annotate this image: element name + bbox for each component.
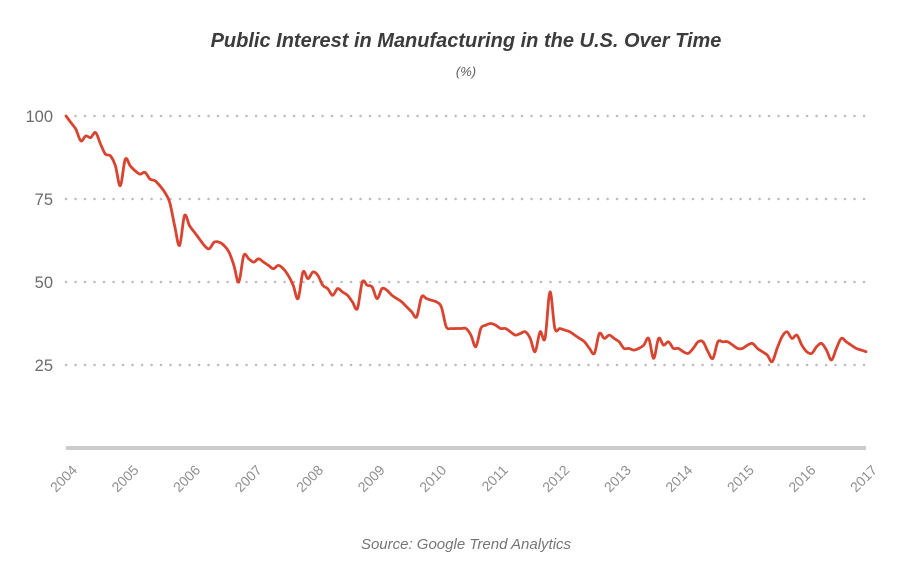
x-axis-label-2006: 2006: [170, 462, 203, 495]
trend-line: [64, 114, 868, 364]
x-axis-label-2005: 2005: [108, 462, 141, 495]
y-axis-label-100: 100: [25, 108, 53, 126]
x-axis-label-2017: 2017: [847, 462, 880, 495]
x-axis-label-2009: 2009: [354, 462, 387, 495]
x-axis-label-2013: 2013: [601, 462, 634, 495]
x-axis-label-2004: 2004: [47, 462, 80, 495]
source-caption: Source: Google Trend Analytics: [360, 536, 572, 553]
x-axis-label-2012: 2012: [539, 462, 572, 495]
x-axis-label-2016: 2016: [785, 462, 818, 495]
y-axis-label-50: 50: [35, 274, 53, 292]
y-axis-label-75: 75: [35, 191, 53, 209]
chart-title: Public Interest in Manufacturing in the …: [210, 30, 722, 52]
x-axis-label-2007: 2007: [231, 462, 264, 495]
x-axis-label-2010: 2010: [416, 462, 449, 495]
x-axis-label-2014: 2014: [662, 462, 695, 495]
chart-unit-subtitle: (%): [455, 64, 477, 79]
x-axis-label-2011: 2011: [478, 462, 511, 495]
y-axis-label-25: 25: [35, 357, 53, 375]
x-axis-label-2015: 2015: [724, 462, 757, 495]
x-axis-label-2008: 2008: [293, 462, 326, 495]
